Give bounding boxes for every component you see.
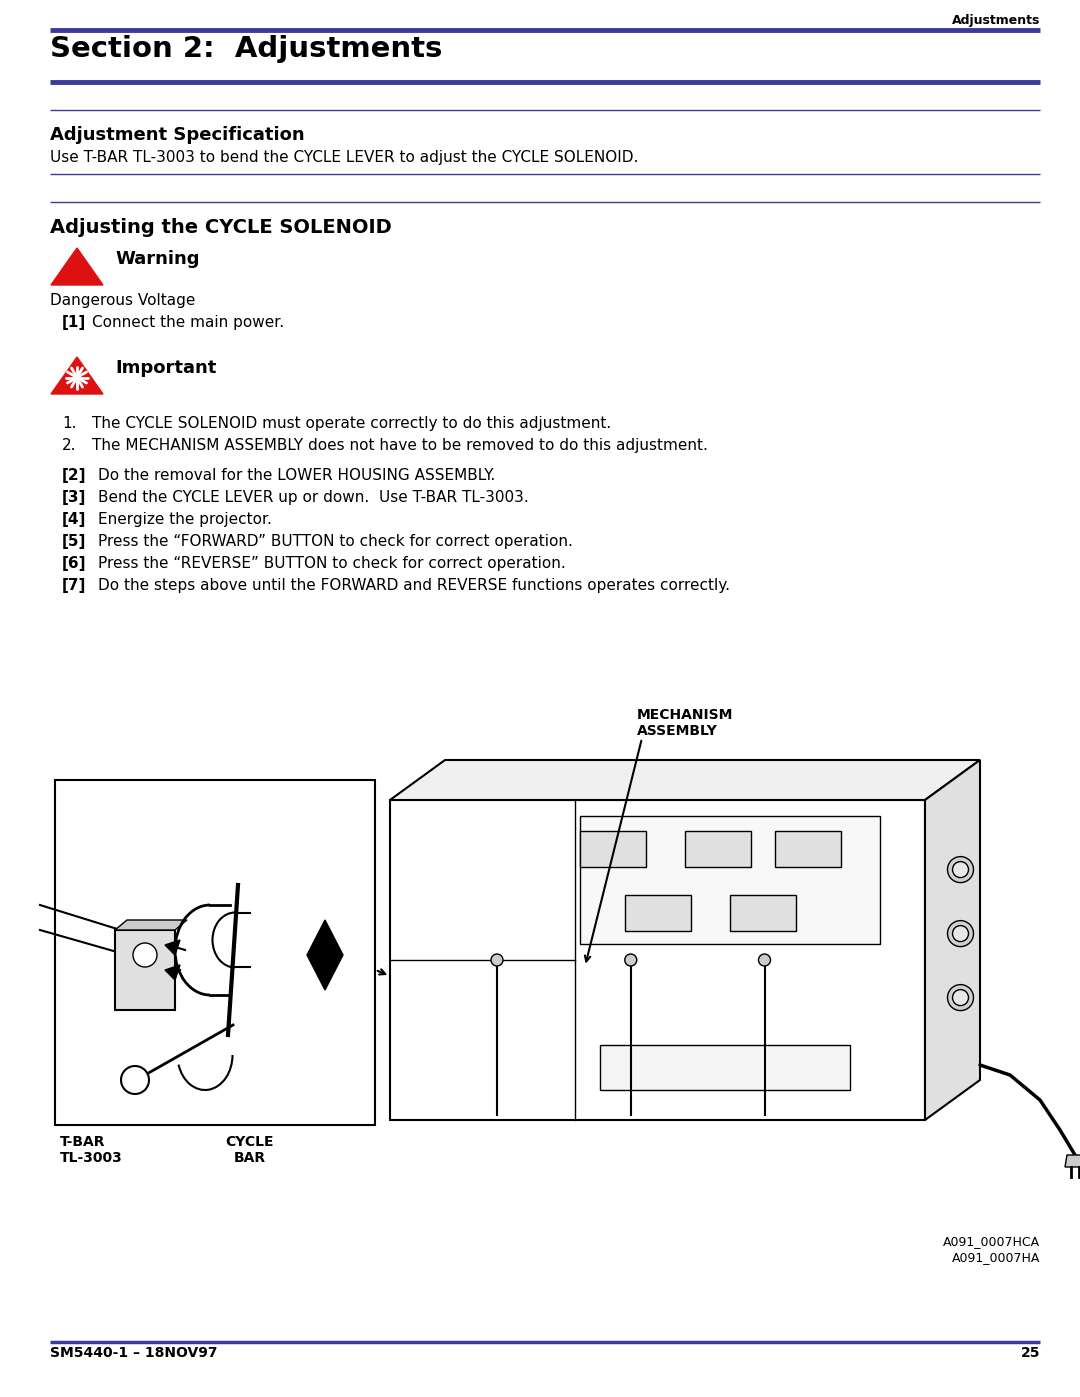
Text: [1]: [1] [62,314,86,330]
Text: 1.: 1. [62,416,77,432]
Text: Adjusting the CYCLE SOLENOID: Adjusting the CYCLE SOLENOID [50,218,392,237]
Polygon shape [307,921,343,990]
Text: [4]: [4] [62,511,86,527]
Circle shape [491,954,503,965]
Circle shape [758,954,770,965]
Text: 2.: 2. [62,439,77,453]
Text: The MECHANISM ASSEMBLY does not have to be removed to do this adjustment.: The MECHANISM ASSEMBLY does not have to … [92,439,707,453]
Bar [580,831,646,868]
Text: A091_0007HCA: A091_0007HCA [943,1235,1040,1248]
Circle shape [624,954,637,965]
Text: [2]: [2] [62,468,86,483]
Text: [3]: [3] [62,490,86,504]
Text: Dangerous Voltage: Dangerous Voltage [50,293,195,307]
Text: Do the steps above until the FORWARD and REVERSE functions operates correctly.: Do the steps above until the FORWARD and… [98,578,730,592]
Bar [685,831,751,868]
Bar [625,895,691,932]
Polygon shape [165,965,180,981]
Circle shape [121,1066,149,1094]
Text: [6]: [6] [62,556,86,571]
Text: Bend the CYCLE LEVER up or down.  Use T-BAR TL-3003.: Bend the CYCLE LEVER up or down. Use T-B… [98,490,529,504]
Circle shape [947,856,973,883]
Text: ASSEMBLY: ASSEMBLY [637,724,718,738]
Text: Adjustments: Adjustments [951,14,1040,27]
Text: T-BAR
TL-3003: T-BAR TL-3003 [60,1134,123,1165]
Text: CYCLE
BAR: CYCLE BAR [226,1134,274,1165]
Bar [600,1045,850,1090]
Bar [114,930,175,1010]
Circle shape [75,374,80,380]
Text: The CYCLE SOLENOID must operate correctly to do this adjustment.: The CYCLE SOLENOID must operate correctl… [92,416,611,432]
Text: 25: 25 [1021,1345,1040,1361]
Text: Do the removal for the LOWER HOUSING ASSEMBLY.: Do the removal for the LOWER HOUSING ASS… [98,468,496,483]
Text: Connect the main power.: Connect the main power. [92,314,284,330]
Text: Press the “FORWARD” BUTTON to check for correct operation.: Press the “FORWARD” BUTTON to check for … [98,534,572,549]
Text: SM5440-1 – 18NOV97: SM5440-1 – 18NOV97 [50,1345,217,1361]
Text: Important: Important [114,359,216,377]
Polygon shape [924,760,980,1120]
Polygon shape [390,760,980,800]
Bar [390,800,924,1120]
Circle shape [947,985,973,1010]
Polygon shape [51,249,103,285]
Text: Adjustment Specification: Adjustment Specification [50,126,305,144]
Circle shape [953,989,969,1006]
Text: !: ! [72,251,82,272]
Bar [775,831,841,868]
Text: Energize the projector.: Energize the projector. [98,511,272,527]
Text: Press the “REVERSE” BUTTON to check for correct operation.: Press the “REVERSE” BUTTON to check for … [98,556,566,571]
Text: A091_0007HA: A091_0007HA [951,1250,1040,1264]
Circle shape [947,921,973,947]
Polygon shape [1065,1155,1080,1166]
Polygon shape [114,921,187,930]
Circle shape [953,862,969,877]
Polygon shape [165,940,180,956]
Polygon shape [51,358,103,394]
Bar [55,780,375,1125]
Text: [7]: [7] [62,578,86,592]
Text: Use T-BAR TL-3003 to bend the CYCLE LEVER to adjust the CYCLE SOLENOID.: Use T-BAR TL-3003 to bend the CYCLE LEVE… [50,149,638,165]
Bar [730,895,796,932]
Text: [5]: [5] [62,534,86,549]
Text: MECHANISM: MECHANISM [637,708,733,722]
Text: Warning: Warning [114,250,200,268]
Text: Section 2:  Adjustments: Section 2: Adjustments [50,35,443,63]
Circle shape [953,926,969,942]
Circle shape [133,943,157,967]
Bar [580,816,880,944]
